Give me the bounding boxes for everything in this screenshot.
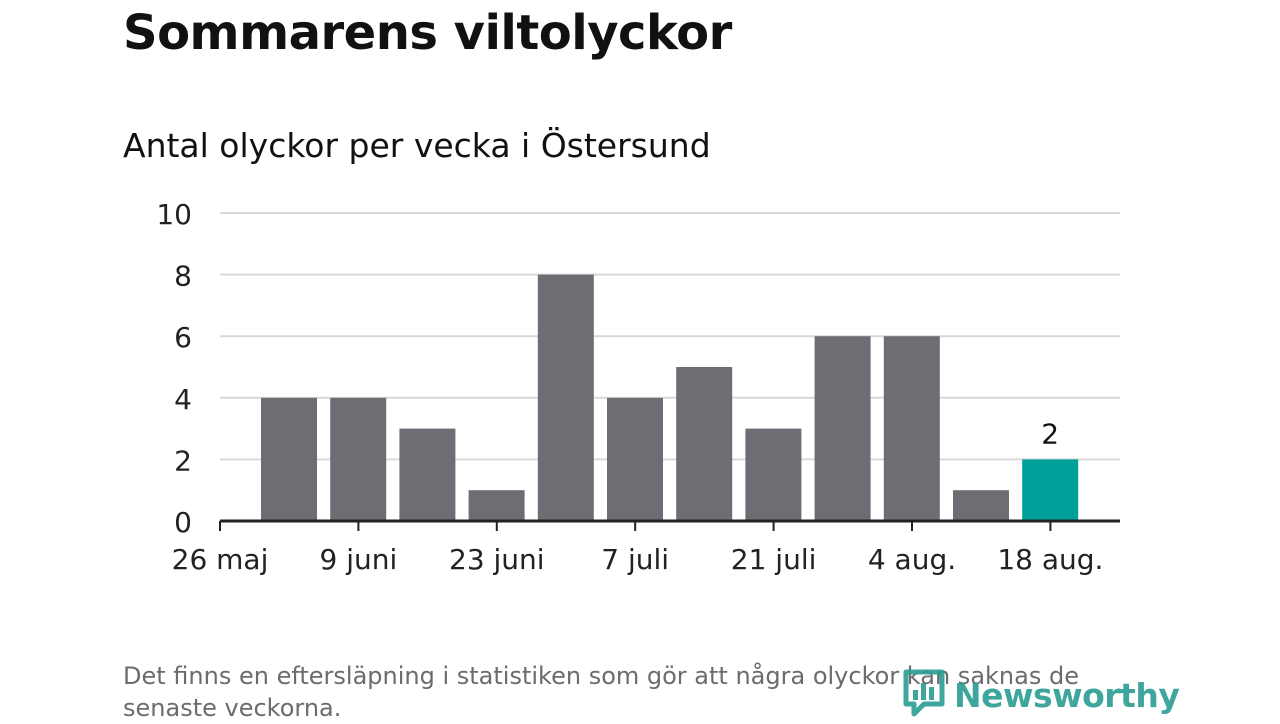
y-tick-label: 0 <box>174 506 192 539</box>
bar-chart-icon <box>902 668 946 722</box>
bar <box>537 274 594 521</box>
bar <box>399 428 456 521</box>
bar-chart: 0 2 4 6 8 10 2 26 maj 9 juni 23 juni 7 juli 21 juli… <box>156 198 1120 576</box>
newsworthy-logo: Newsworthy <box>902 668 1180 722</box>
bar <box>676 367 733 521</box>
bar <box>814 336 871 521</box>
bar <box>607 397 663 521</box>
x-tick-label: 9 juni <box>320 543 398 576</box>
x-tick-label: 26 maj <box>172 543 269 576</box>
bar <box>468 490 525 521</box>
y-tick-label: 6 <box>174 321 192 354</box>
bar <box>330 397 387 521</box>
bar <box>261 397 317 521</box>
data-label: 2 <box>1041 417 1059 450</box>
footnote: Det finns en eftersläpning i statistiken… <box>123 662 1079 722</box>
y-tick-label: 4 <box>174 383 192 416</box>
x-tick-label: 18 aug. <box>997 543 1103 576</box>
y-tick-label: 8 <box>174 260 192 293</box>
logo-text: Newsworthy <box>954 675 1180 715</box>
bar <box>883 336 940 521</box>
bar <box>745 428 802 521</box>
x-tick-label: 7 juli <box>601 543 669 576</box>
chart-title: Sommarens viltolyckor <box>123 5 732 61</box>
x-tick-label: 4 aug. <box>868 543 956 576</box>
bar-highlight <box>1022 459 1079 521</box>
bar <box>953 490 1009 521</box>
y-tick-label: 10 <box>156 198 192 231</box>
x-tick-label: 21 juli <box>731 543 817 576</box>
y-tick-label: 2 <box>174 444 192 477</box>
chart-subtitle: Antal olyckor per vecka i Östersund <box>123 126 711 165</box>
x-tick-label: 23 juni <box>449 543 545 576</box>
